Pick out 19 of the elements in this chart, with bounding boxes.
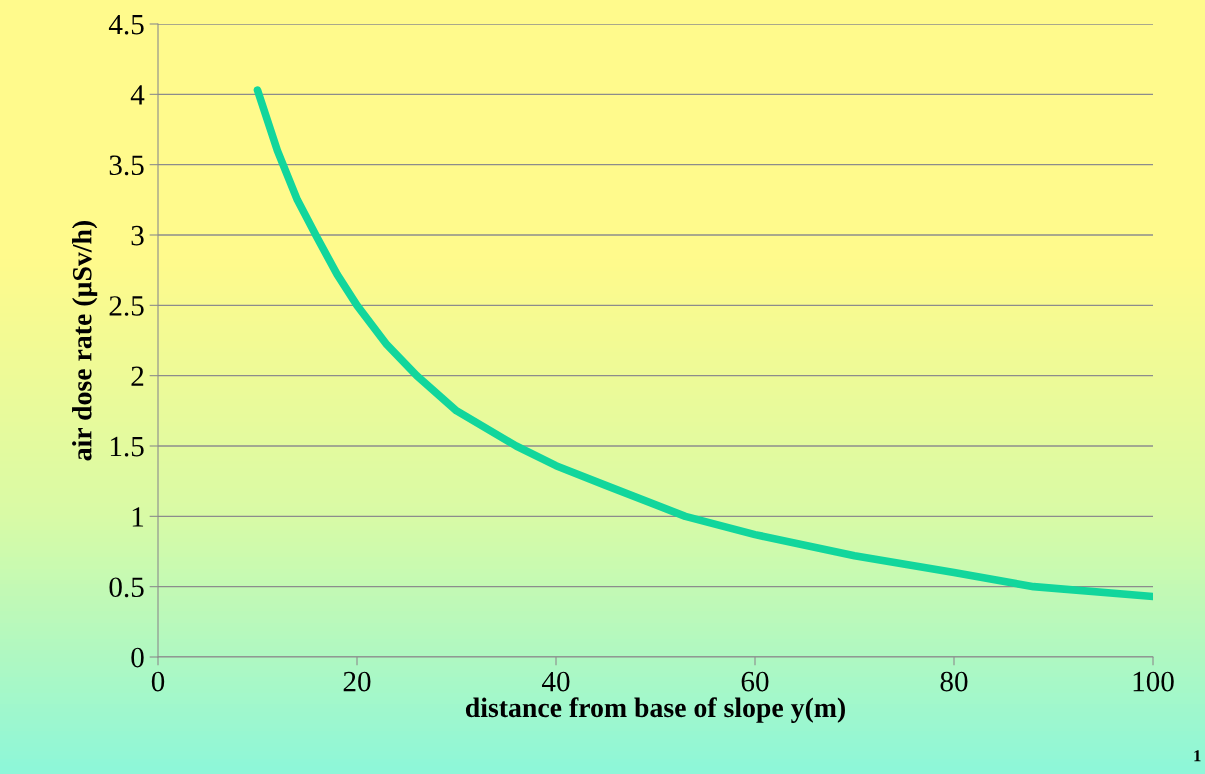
x-tick-label: 80 (940, 671, 968, 692)
x-tick-label: 40 (541, 671, 570, 692)
x-tick-label: 20 (343, 671, 371, 692)
text: 1 (1194, 750, 1201, 762)
x-tick-label: 60 (741, 671, 769, 692)
x-tick-label: 0 (151, 671, 165, 692)
y-tick-label: 0 (131, 647, 144, 668)
y-tick-label: 2 (131, 366, 144, 386)
y-tick-label: 1.5 (110, 436, 144, 457)
y-tick-label: 1 (132, 507, 144, 527)
y-axis-title: air dose rate (µSv/h) (72, 220, 98, 461)
y-tick-label: 3 (131, 225, 144, 246)
x-tick-label: 100 (1133, 671, 1174, 692)
y-tick-label: 4 (130, 85, 145, 105)
y-tick-label: 4.5 (108, 14, 144, 35)
y-tick-label: 2.5 (109, 296, 144, 316)
y-tick-label: 0.5 (109, 577, 144, 598)
x-axis-title: distance from base of slope y(m) (465, 697, 845, 723)
y-tick-label: 3.5 (109, 155, 144, 176)
